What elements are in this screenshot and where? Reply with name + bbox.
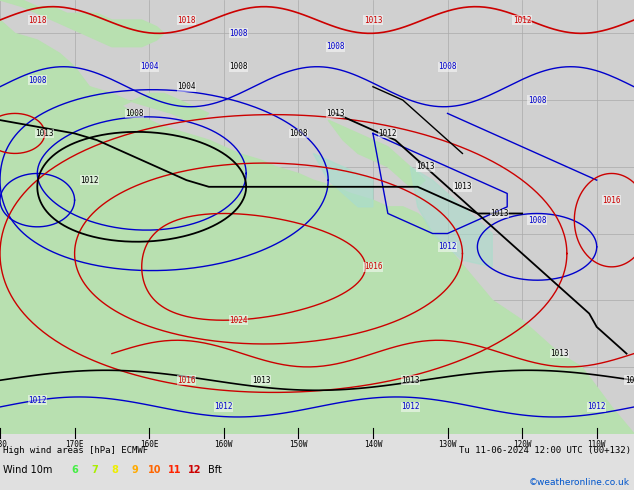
Text: 1012: 1012 — [401, 402, 420, 412]
Text: 160W: 160W — [214, 440, 233, 449]
Text: 1008: 1008 — [230, 29, 248, 38]
Text: 1008: 1008 — [125, 109, 143, 118]
Text: 170E: 170E — [65, 440, 84, 449]
Polygon shape — [165, 358, 178, 363]
Polygon shape — [37, 144, 82, 164]
Text: 1016: 1016 — [364, 262, 382, 271]
Text: 6: 6 — [72, 465, 79, 475]
Text: 1008: 1008 — [289, 129, 307, 138]
Text: 140W: 140W — [364, 440, 382, 449]
Polygon shape — [0, 0, 164, 47]
Text: 1008: 1008 — [527, 216, 547, 224]
Text: 1012: 1012 — [513, 16, 531, 24]
Text: 9: 9 — [132, 465, 138, 475]
Text: 1013: 1013 — [416, 162, 434, 171]
Text: 1004: 1004 — [140, 62, 158, 71]
Text: 1012: 1012 — [81, 175, 99, 185]
Text: 1018: 1018 — [28, 16, 46, 24]
Text: 120W: 120W — [513, 440, 531, 449]
Text: 1008: 1008 — [527, 96, 547, 104]
Text: 1012: 1012 — [28, 396, 46, 405]
Text: 1016: 1016 — [602, 196, 621, 205]
Text: 110W: 110W — [588, 440, 606, 449]
Text: 160E: 160E — [140, 440, 158, 449]
Text: 12: 12 — [188, 465, 202, 475]
Text: 1004: 1004 — [178, 82, 196, 91]
Text: 1013: 1013 — [624, 376, 634, 385]
Text: 150W: 150W — [289, 440, 307, 449]
Text: 1013: 1013 — [36, 129, 54, 138]
Polygon shape — [181, 365, 191, 369]
Text: 1008: 1008 — [438, 62, 456, 71]
Text: 1008: 1008 — [230, 62, 248, 71]
Text: 10: 10 — [148, 465, 162, 475]
Polygon shape — [0, 20, 634, 434]
Text: 180: 180 — [0, 440, 7, 449]
Text: 1012: 1012 — [214, 402, 233, 412]
Polygon shape — [313, 153, 373, 207]
Text: 1013: 1013 — [252, 376, 270, 385]
Text: 1008: 1008 — [327, 42, 345, 51]
Text: Bft: Bft — [208, 465, 222, 475]
Text: 130W: 130W — [438, 440, 456, 449]
Text: 1013: 1013 — [401, 376, 420, 385]
Text: 1012: 1012 — [588, 402, 606, 412]
Text: 1013: 1013 — [453, 182, 472, 191]
Text: 1013: 1013 — [491, 209, 509, 218]
Text: 7: 7 — [92, 465, 98, 475]
Polygon shape — [328, 120, 425, 187]
Text: 1012: 1012 — [438, 243, 456, 251]
Text: 11: 11 — [168, 465, 182, 475]
Text: 1024: 1024 — [230, 316, 248, 325]
Text: 1013: 1013 — [327, 109, 345, 118]
Text: 8: 8 — [112, 465, 119, 475]
Text: 1012: 1012 — [378, 129, 397, 138]
Polygon shape — [410, 167, 492, 267]
Text: High wind areas [hPa] ECMWF: High wind areas [hPa] ECMWF — [3, 446, 148, 455]
Text: 1008: 1008 — [28, 75, 46, 85]
Text: Tu 11-06-2024 12:00 UTC (00+132): Tu 11-06-2024 12:00 UTC (00+132) — [459, 446, 631, 455]
Text: 1016: 1016 — [178, 376, 196, 385]
Text: 1018: 1018 — [178, 16, 196, 24]
Text: 1013: 1013 — [550, 349, 569, 358]
Text: 1013: 1013 — [364, 16, 382, 24]
Polygon shape — [142, 350, 157, 357]
Text: Wind 10m: Wind 10m — [3, 465, 53, 475]
Polygon shape — [0, 60, 209, 120]
Text: ©weatheronline.co.uk: ©weatheronline.co.uk — [529, 478, 630, 487]
